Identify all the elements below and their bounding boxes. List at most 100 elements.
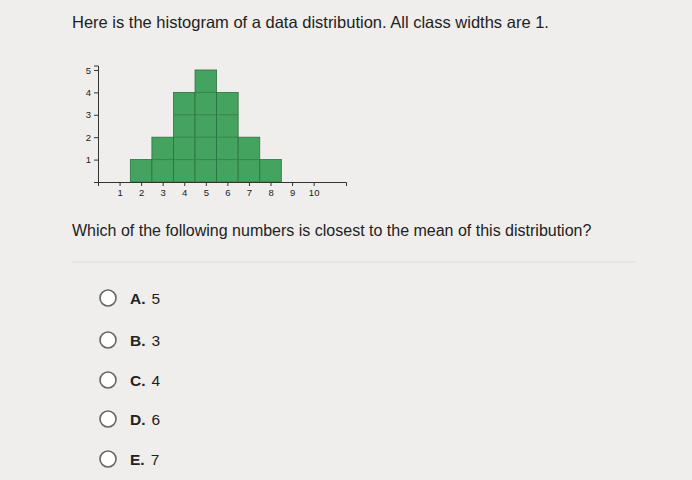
x-tick: 6	[225, 182, 230, 198]
option-text[interactable]: 4	[152, 372, 161, 389]
x-tick: 8	[268, 182, 273, 198]
x-tick-label: 4	[182, 187, 187, 198]
y-tick-mark	[94, 115, 98, 116]
option[interactable]: C. 4	[100, 372, 161, 389]
option-letter[interactable]: E.	[130, 451, 145, 468]
bar	[173, 92, 195, 182]
option-letter[interactable]: B.	[130, 332, 146, 349]
x-tick: 1	[117, 182, 122, 198]
x-tick: 3	[161, 182, 166, 198]
y-tick-mark	[94, 92, 98, 93]
radio-button[interactable]	[100, 332, 116, 348]
y-tick-label: 5	[86, 65, 91, 76]
question-text: Which of the following numbers is closes…	[72, 222, 591, 239]
y-tick: 1	[86, 154, 98, 165]
x-tick-mark	[271, 182, 272, 186]
options: A. 5 B. 3 C. 4 D. 6 E. 7	[100, 290, 161, 468]
bar-division	[196, 137, 217, 138]
bar-division	[239, 159, 260, 160]
x-tick-mark	[141, 182, 142, 186]
option-text[interactable]: 7	[151, 451, 160, 468]
option-label[interactable]: C. 4	[130, 372, 161, 389]
option-label[interactable]: E. 7	[130, 451, 159, 468]
option-text[interactable]: 5	[152, 290, 161, 307]
x-tick-mark	[292, 182, 293, 186]
x-tick: 4	[182, 182, 187, 198]
x-tick-mark	[227, 182, 228, 186]
y-tick-mark	[94, 160, 98, 161]
option[interactable]: E. 7	[100, 451, 159, 468]
x-tick-label: 3	[161, 187, 166, 198]
radio-button[interactable]	[100, 411, 116, 427]
page: Here is the histogram of a data distribu…	[0, 0, 692, 480]
radio-button[interactable]	[100, 372, 116, 388]
y-tick: 3	[86, 109, 98, 120]
histogram: 1 2 3 4 5 6 7 8 9 10 1 2 3 4 5	[86, 65, 347, 198]
radio-button[interactable]	[100, 290, 116, 306]
x-tick: 10	[309, 182, 320, 198]
x-tick-mark	[206, 182, 207, 186]
x-tick-label: 1	[117, 187, 122, 198]
option[interactable]: B. 3	[100, 332, 160, 349]
bar-division	[174, 159, 195, 160]
x-tick: 5	[204, 182, 209, 198]
y-tick-label: 4	[86, 87, 91, 98]
y-tick: 2	[86, 132, 98, 143]
option-label[interactable]: B. 3	[130, 332, 160, 349]
y-tick-label: 3	[86, 109, 91, 120]
option-text[interactable]: 6	[152, 411, 161, 428]
y-tick: 5	[86, 65, 98, 76]
radio-button[interactable]	[100, 451, 116, 467]
option[interactable]: A. 5	[100, 290, 160, 307]
x-tick-mark	[163, 182, 164, 186]
x-tick-label: 8	[268, 187, 273, 198]
x-tick: 2	[139, 182, 144, 198]
bar-division	[174, 137, 195, 138]
option-letter[interactable]: D.	[130, 411, 146, 428]
x-tick-mark	[120, 182, 121, 186]
x-tick-label: 6	[225, 187, 230, 198]
y-tick: 4	[86, 87, 98, 98]
x-tick-label: 9	[290, 187, 295, 198]
bar	[130, 160, 152, 182]
x-tick-label: 5	[204, 187, 209, 198]
bar-division	[196, 159, 217, 160]
option-letter[interactable]: A.	[130, 290, 146, 307]
bar-division	[217, 114, 238, 115]
y-tick-mark	[94, 70, 98, 71]
option-label[interactable]: D. 6	[130, 411, 160, 428]
bar	[152, 137, 174, 182]
x-tick-label: 10	[309, 187, 320, 198]
bar-division	[217, 159, 238, 160]
x-axis-line	[99, 183, 347, 187]
y-axis-line	[94, 66, 99, 183]
option-text[interactable]: 3	[152, 332, 161, 349]
bar	[260, 160, 282, 182]
x-axis: 1 2 3 4 5 6 7 8 9 10	[99, 182, 347, 198]
bars	[130, 70, 281, 182]
option-letter[interactable]: C.	[130, 372, 146, 389]
y-tick-label: 2	[86, 132, 91, 143]
y-tick-label: 1	[86, 154, 91, 165]
y-axis: 1 2 3 4 5	[86, 65, 99, 183]
x-tick-label: 2	[139, 187, 144, 198]
x-tick-label: 7	[247, 187, 252, 198]
bar-division	[174, 114, 195, 115]
y-tick-mark	[94, 137, 98, 138]
bar	[238, 137, 260, 182]
x-tick: 9	[290, 182, 295, 198]
x-tick-mark	[249, 182, 250, 186]
divider	[72, 262, 636, 263]
bar-division	[217, 137, 238, 138]
bar	[217, 92, 239, 182]
bar-division	[152, 159, 173, 160]
x-tick-mark	[184, 182, 185, 186]
bar-division	[196, 114, 217, 115]
x-tick-mark	[314, 182, 315, 186]
header-text: Here is the histogram of a data distribu…	[72, 13, 549, 31]
bar-division	[196, 92, 217, 93]
x-tick: 7	[247, 182, 252, 198]
bar	[195, 70, 217, 182]
option-label[interactable]: A. 5	[130, 290, 160, 307]
option[interactable]: D. 6	[100, 411, 160, 428]
